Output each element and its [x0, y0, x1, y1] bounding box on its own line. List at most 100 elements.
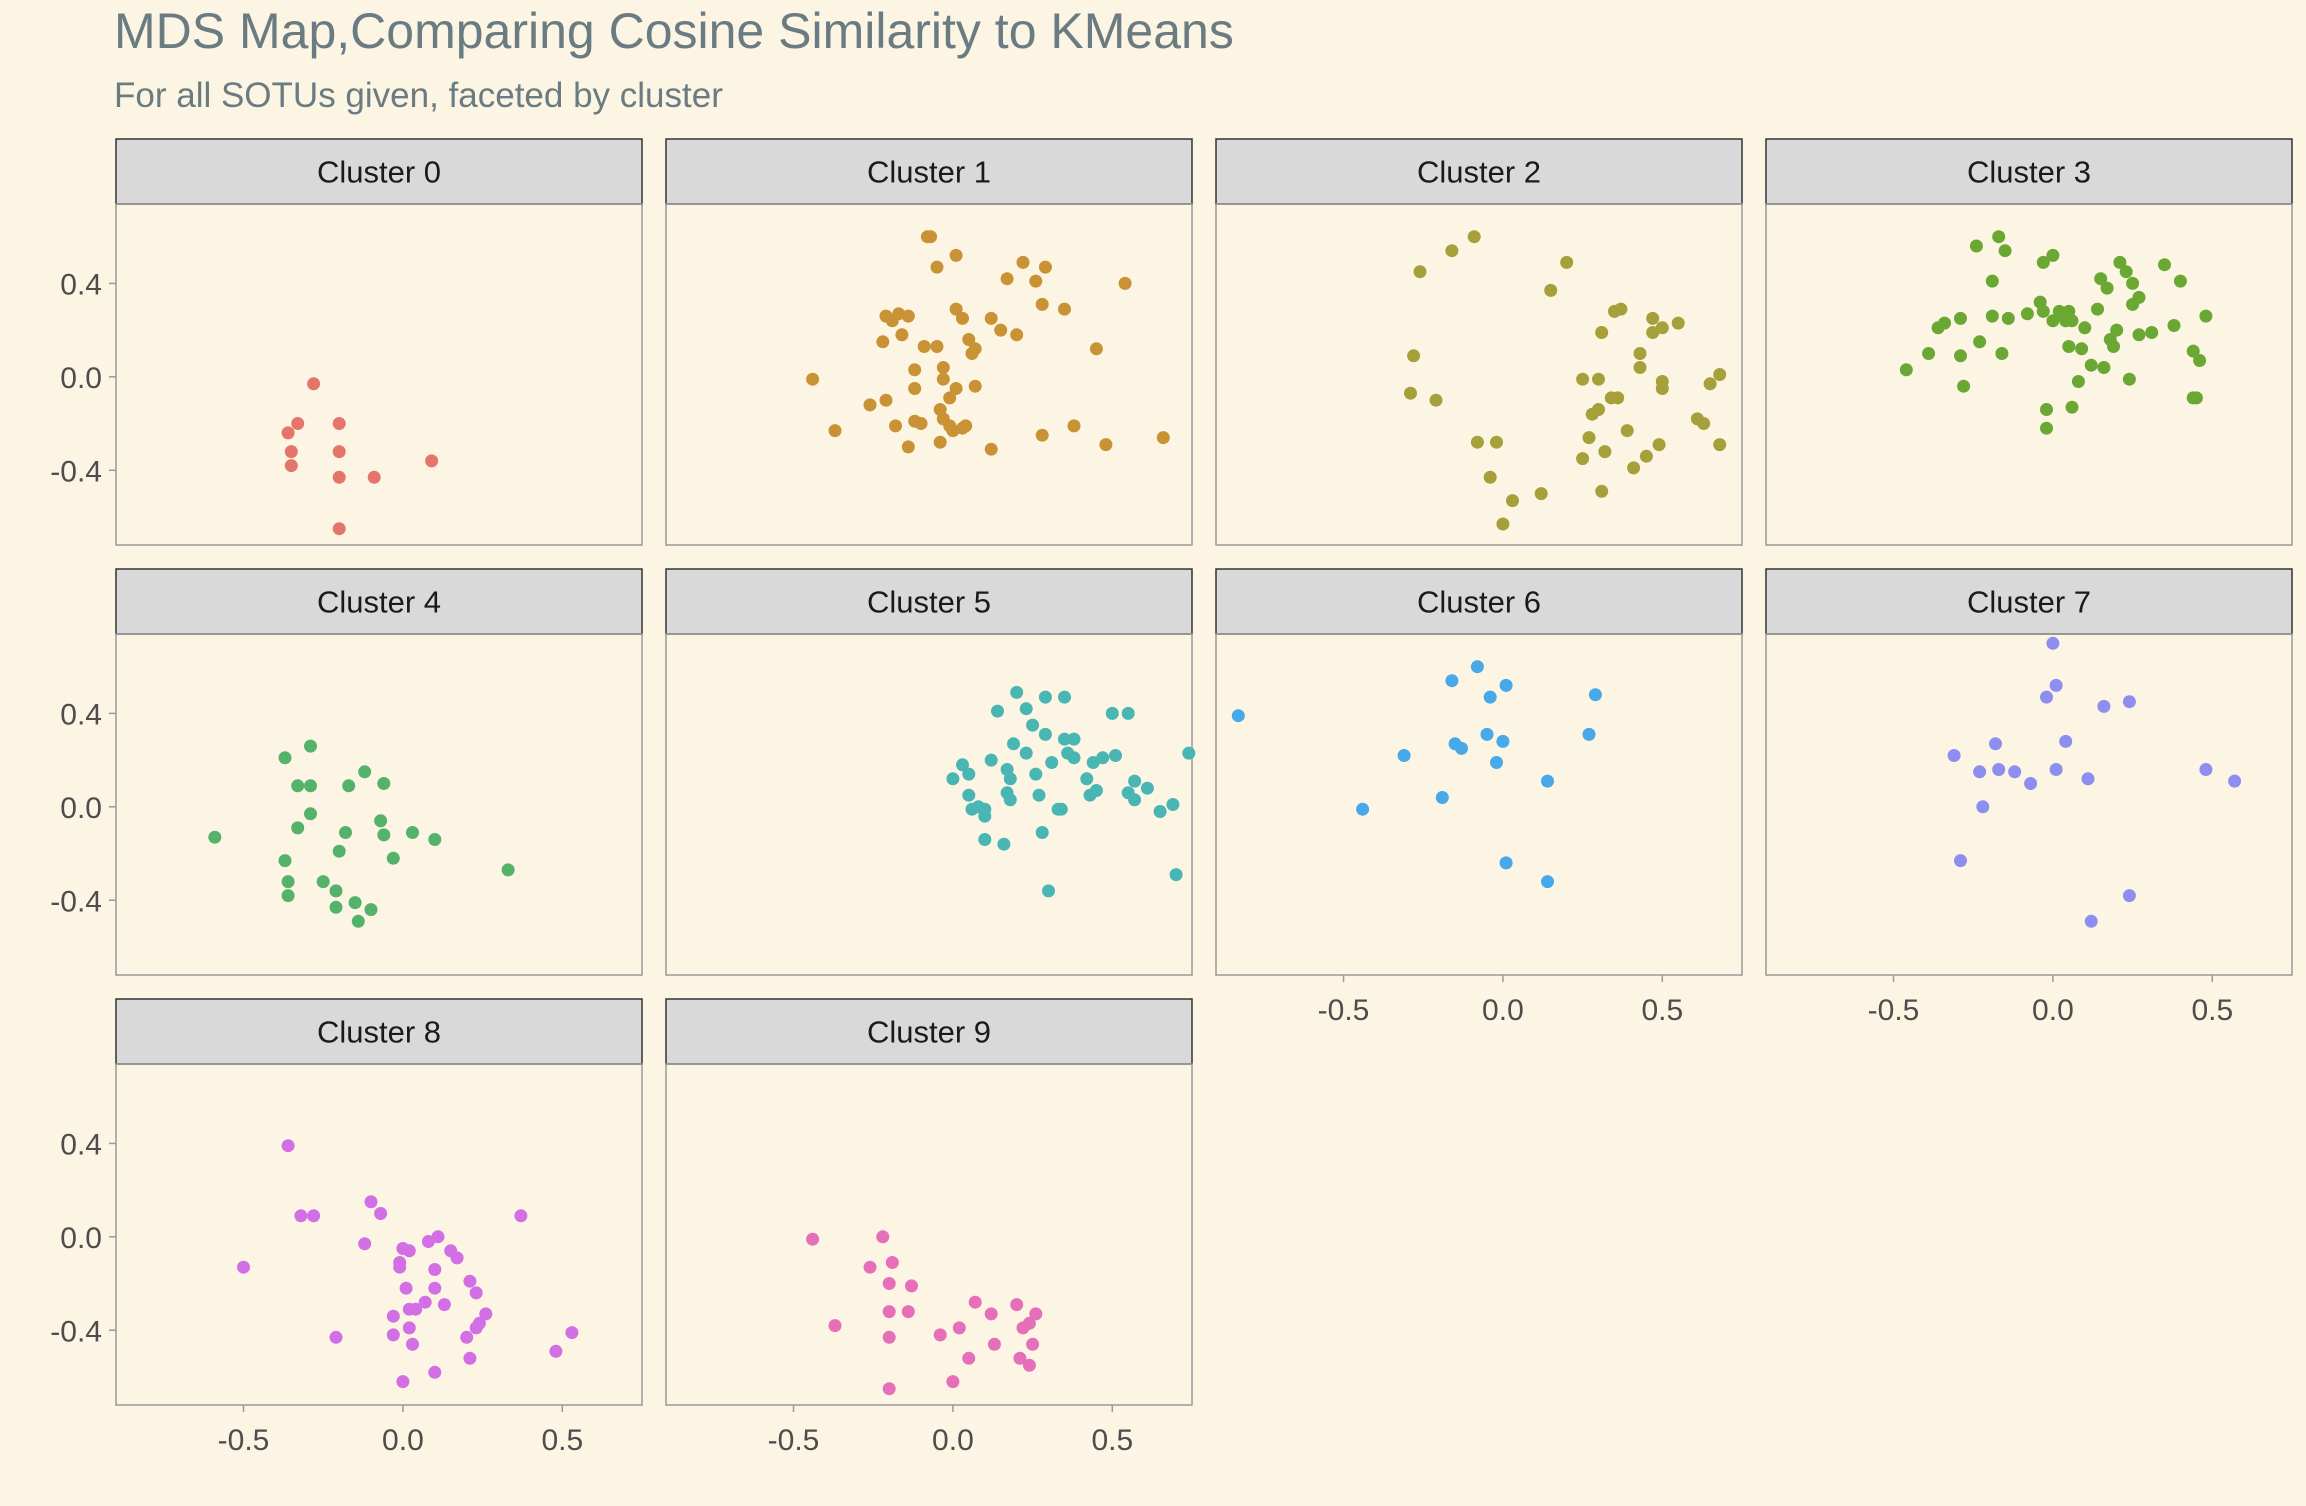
x-tick-label: 0.5 — [2191, 994, 2233, 1027]
y-tick-label: 0.0 — [60, 792, 102, 825]
data-point — [358, 1237, 372, 1251]
facet-panel: Cluster 1 — [665, 138, 1193, 546]
data-point — [1067, 732, 1081, 746]
data-point — [1534, 487, 1548, 501]
data-point — [332, 417, 346, 430]
data-point — [2132, 328, 2146, 342]
data-point — [332, 844, 346, 858]
data-point — [1121, 706, 1135, 720]
data-point — [876, 335, 890, 349]
data-point — [987, 1337, 1001, 1351]
data-point — [876, 1230, 890, 1244]
data-point — [1099, 438, 1113, 452]
data-point — [1646, 311, 1660, 325]
data-point — [1560, 255, 1574, 269]
data-point — [1435, 791, 1449, 804]
facet-strip — [115, 998, 643, 1065]
facet-strip — [1765, 138, 2293, 205]
data-point — [1496, 734, 1510, 748]
data-point — [2094, 272, 2108, 286]
data-point — [882, 1330, 896, 1344]
data-point — [332, 522, 346, 536]
data-point — [281, 1139, 295, 1153]
data-point — [1713, 368, 1727, 381]
facet-strip-label: Cluster 6 — [1417, 585, 1541, 620]
data-point — [2040, 403, 2053, 416]
data-point — [1671, 316, 1685, 330]
data-point — [933, 435, 947, 449]
data-point — [1029, 767, 1043, 781]
data-point — [399, 1281, 413, 1295]
data-point — [968, 1295, 982, 1309]
data-point — [949, 302, 963, 316]
data-point — [1128, 774, 1142, 788]
data-point — [1947, 749, 1961, 762]
data-point — [1058, 302, 1071, 316]
data-point — [2158, 258, 2171, 272]
data-point — [1655, 321, 1669, 335]
facet-panel: Cluster 9 — [665, 998, 1193, 1406]
data-point — [882, 1277, 896, 1290]
data-point — [1128, 793, 1142, 807]
data-point — [2097, 699, 2111, 713]
data-point — [895, 328, 909, 342]
data-point — [2065, 400, 2079, 414]
data-point — [425, 454, 439, 468]
data-point — [1595, 484, 1609, 498]
data-point — [1595, 326, 1609, 339]
data-point — [962, 1351, 976, 1365]
data-point — [1153, 805, 1167, 818]
facet-strip-label: Cluster 8 — [317, 1015, 441, 1050]
data-point — [1652, 438, 1666, 452]
data-point — [984, 753, 998, 767]
data-point — [1992, 230, 2006, 244]
data-point — [2024, 777, 2038, 790]
data-point — [377, 777, 391, 790]
data-point — [402, 1321, 416, 1335]
data-point — [2065, 314, 2079, 328]
data-point — [428, 833, 442, 846]
data-point — [284, 459, 298, 473]
data-point — [917, 340, 931, 353]
facet-panel: Cluster 7 — [1765, 568, 2293, 976]
data-point — [889, 419, 902, 433]
facet-strip — [1215, 568, 1743, 635]
data-point — [933, 1328, 947, 1342]
data-point — [806, 1232, 820, 1246]
data-point — [956, 758, 969, 772]
data-point — [2126, 276, 2140, 290]
data-point — [1429, 393, 1443, 407]
data-point — [1019, 746, 1033, 760]
data-point — [978, 802, 992, 816]
data-point — [1490, 756, 1503, 769]
data-point — [1166, 798, 1180, 811]
data-point — [882, 1305, 896, 1319]
x-axis: -0.5 0.0 0.5 — [218, 1405, 583, 1457]
data-point — [1470, 435, 1484, 449]
y-tick-label: 0.0 — [60, 1222, 102, 1255]
facet-strip-label: Cluster 5 — [867, 585, 991, 620]
data-point — [431, 1230, 445, 1244]
data-point — [2199, 763, 2213, 776]
data-point — [281, 426, 295, 440]
data-point — [1614, 302, 1628, 316]
data-point — [1646, 326, 1660, 339]
x-axis: -0.5 0.0 0.5 — [1868, 975, 2233, 1027]
data-point — [1032, 788, 1046, 802]
data-point — [1954, 349, 1967, 363]
data-point — [1156, 431, 1170, 445]
data-point — [409, 1302, 423, 1316]
data-point — [930, 340, 944, 353]
data-point — [421, 1235, 435, 1248]
data-point — [991, 704, 1004, 718]
data-point — [806, 372, 820, 386]
data-point — [1544, 283, 1558, 297]
facet-strip-label: Cluster 0 — [317, 155, 441, 190]
data-point — [2046, 636, 2060, 650]
data-point — [2193, 354, 2207, 367]
chart-title: MDS Map,Comparing Cosine Similarity to K… — [114, 3, 1234, 59]
data-point — [329, 900, 343, 914]
data-point — [2132, 290, 2146, 304]
data-point — [437, 1298, 451, 1312]
